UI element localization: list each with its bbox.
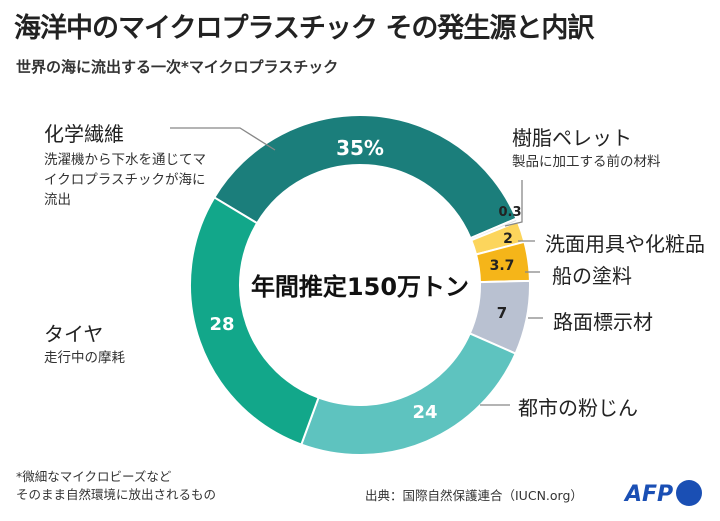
footnote-line: そのまま自然環境に放出されるもの <box>16 487 217 502</box>
center-label: 年間推定150万トン <box>251 273 469 301</box>
legend-label-ship-paint: 船の塗料 <box>552 264 632 288</box>
footnote-line: *微細なマイクロビーズなど <box>16 469 172 484</box>
data-label: 2 <box>503 231 513 247</box>
legend-label-cosmetics: 洗面用具や化粧品 <box>545 232 705 256</box>
leader-line <box>504 180 523 227</box>
donut-segment <box>212 114 518 240</box>
data-label: 3.7 <box>490 258 515 274</box>
data-label: 35% <box>336 136 384 160</box>
data-label: 7 <box>497 304 507 322</box>
legend-label-tire: タイヤ <box>44 322 104 346</box>
legend-note-tire: 走行中の摩耗 <box>44 350 125 366</box>
legend-label-pellet: 樹脂ペレット <box>512 126 632 150</box>
legend-note-pellet: 製品に加工する前の材料 <box>512 154 661 170</box>
logo-circle-icon <box>676 480 703 506</box>
afp-logo: AFP <box>625 480 703 507</box>
chart-title: 海洋中のマイクロプラスチック その発生源と内訳 <box>14 13 594 44</box>
legend-label-road-marking: 路面標示材 <box>553 310 653 334</box>
chart-subtitle: 世界の海に流出する一次*マイクロプラスチック <box>16 58 339 76</box>
footnote: *微細なマイクロビーズなど そのまま自然環境に放出されるもの <box>16 468 216 504</box>
afp-logo-text: AFP <box>625 482 674 507</box>
data-label: 0.3 <box>498 205 521 220</box>
donut-segment <box>300 332 517 456</box>
source: 出典：国際自然保護連合（IUCN.org） <box>365 488 583 503</box>
leader-line <box>170 127 276 151</box>
legend-note-fiber: 洗濯機から下水を通じてマイクロプラスチックが海に流出 <box>44 152 206 208</box>
data-label: 24 <box>412 402 437 423</box>
data-label: 28 <box>209 314 234 335</box>
donut-segment <box>189 196 320 446</box>
legend-label-city-dust: 都市の粉じん <box>518 396 638 420</box>
legend-label-fiber: 化学繊維 <box>44 122 124 146</box>
